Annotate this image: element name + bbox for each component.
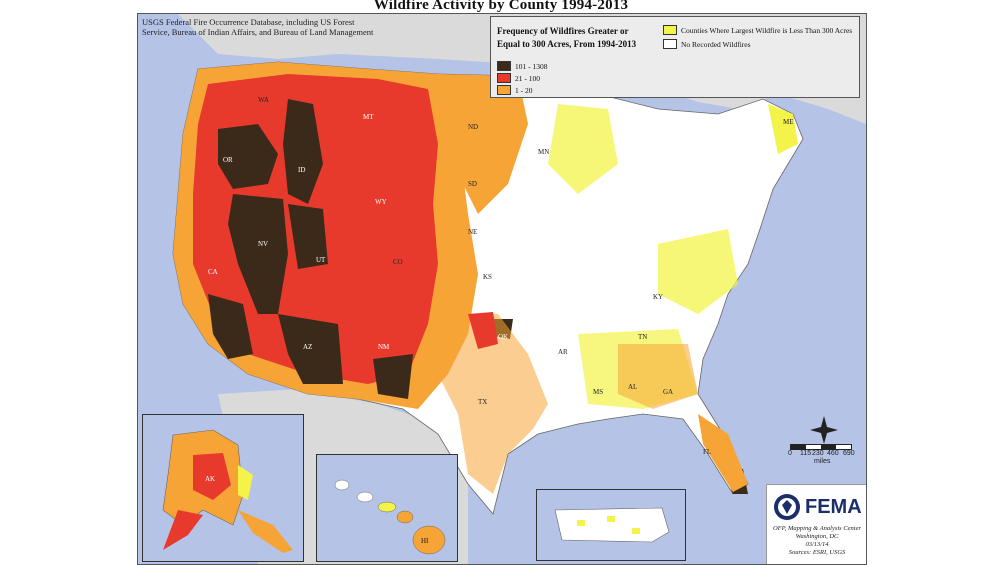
scale-tick: 690	[843, 450, 855, 457]
maine-yellow	[768, 104, 798, 154]
legend-swatch	[497, 73, 511, 83]
state-label-hi: HI	[421, 537, 429, 545]
legend-item-low: 1 - 20	[497, 85, 533, 95]
fema-line: Washington, DC	[795, 533, 839, 540]
legend-item-high: 101 - 1308	[497, 61, 548, 71]
us-map	[172, 14, 866, 564]
legend-title-line-1: Frequency of Wildfires Greater or	[497, 26, 629, 36]
nm-dark	[373, 354, 413, 399]
legend-item-none: No Recorded Wildfires	[663, 39, 751, 49]
hawaii-inset: HI	[316, 454, 458, 562]
north-arrow-icon	[810, 416, 838, 444]
nevada-dark	[228, 194, 288, 314]
puerto-rico-map	[554, 507, 670, 543]
ok-red	[468, 312, 498, 349]
fema-line: 03/13/14	[805, 541, 829, 548]
legend-swatch	[663, 25, 677, 35]
scale-tick: 115	[800, 450, 812, 457]
legend-swatch	[497, 61, 511, 71]
scale-tick: 230	[812, 450, 824, 457]
utah-dark	[288, 204, 328, 269]
fema-logo-text: FEMA	[805, 496, 862, 518]
state-label-ak: AK	[205, 475, 215, 483]
scale-tick: 460	[827, 450, 839, 457]
scale-tick: 0	[788, 450, 792, 457]
fema-line: Sources: ESRI, USGS	[788, 549, 846, 556]
alaska-inset: AK	[142, 414, 304, 562]
east-yellow-1	[548, 104, 618, 194]
puerto-rico-inset	[536, 489, 686, 561]
map-frame: USGS Federal Fire Occurrence Database, i…	[137, 13, 867, 565]
legend: Frequency of Wildfires Greater or Equal …	[490, 16, 860, 98]
texas-orange	[438, 314, 548, 494]
legend-label: 101 - 1308	[515, 61, 548, 71]
fema-info: OFP, Mapping & Analysis Center Washingto…	[767, 525, 866, 557]
scale-bar: 0 115 230 460 690 miles	[788, 444, 855, 466]
idaho-dark	[283, 99, 323, 204]
legend-label: 1 - 20	[515, 85, 533, 95]
oregon-dark	[218, 124, 278, 189]
plains-orange	[438, 74, 528, 214]
socal-dark	[208, 294, 253, 359]
legend-item-yellow: Counties Where Largest Wildfire is Less …	[663, 25, 852, 35]
scale-unit: miles	[814, 458, 831, 465]
alaska-map: AK	[162, 429, 293, 553]
legend-title-line-2: Equal to 300 Acres, From 1994-2013	[497, 39, 637, 49]
legend-item-mid: 21 - 100	[497, 73, 540, 83]
legend-label: Counties Where Largest Wildfire is Less …	[681, 25, 853, 35]
source-line-1: USGS Federal Fire Occurrence Database, i…	[142, 17, 355, 27]
legend-swatch	[497, 85, 511, 95]
arizona-dark	[278, 314, 343, 384]
florida-orange	[698, 414, 748, 492]
dhs-seal-icon	[774, 494, 800, 520]
legend-label: 21 - 100	[515, 73, 540, 83]
legend-label: No Recorded Wildfires	[681, 39, 751, 49]
fema-credit: FEMA OFP, Mapping & Analysis Center Wash…	[766, 484, 866, 564]
source-line-2: Service, Bureau of Indian Affairs, and B…	[142, 27, 374, 37]
hawaii-map: HI	[334, 479, 446, 555]
legend-title: Frequency of Wildfires Greater or Equal …	[497, 25, 657, 51]
east-yellow-2	[658, 229, 738, 314]
map-title: Wildfire Activity by County 1994-2013	[373, 0, 629, 13]
fema-line: OFP, Mapping & Analysis Center	[772, 525, 862, 532]
data-source-note: USGS Federal Fire Occurrence Database, i…	[142, 17, 373, 37]
southeast-orange	[618, 344, 698, 409]
legend-swatch	[663, 39, 677, 49]
